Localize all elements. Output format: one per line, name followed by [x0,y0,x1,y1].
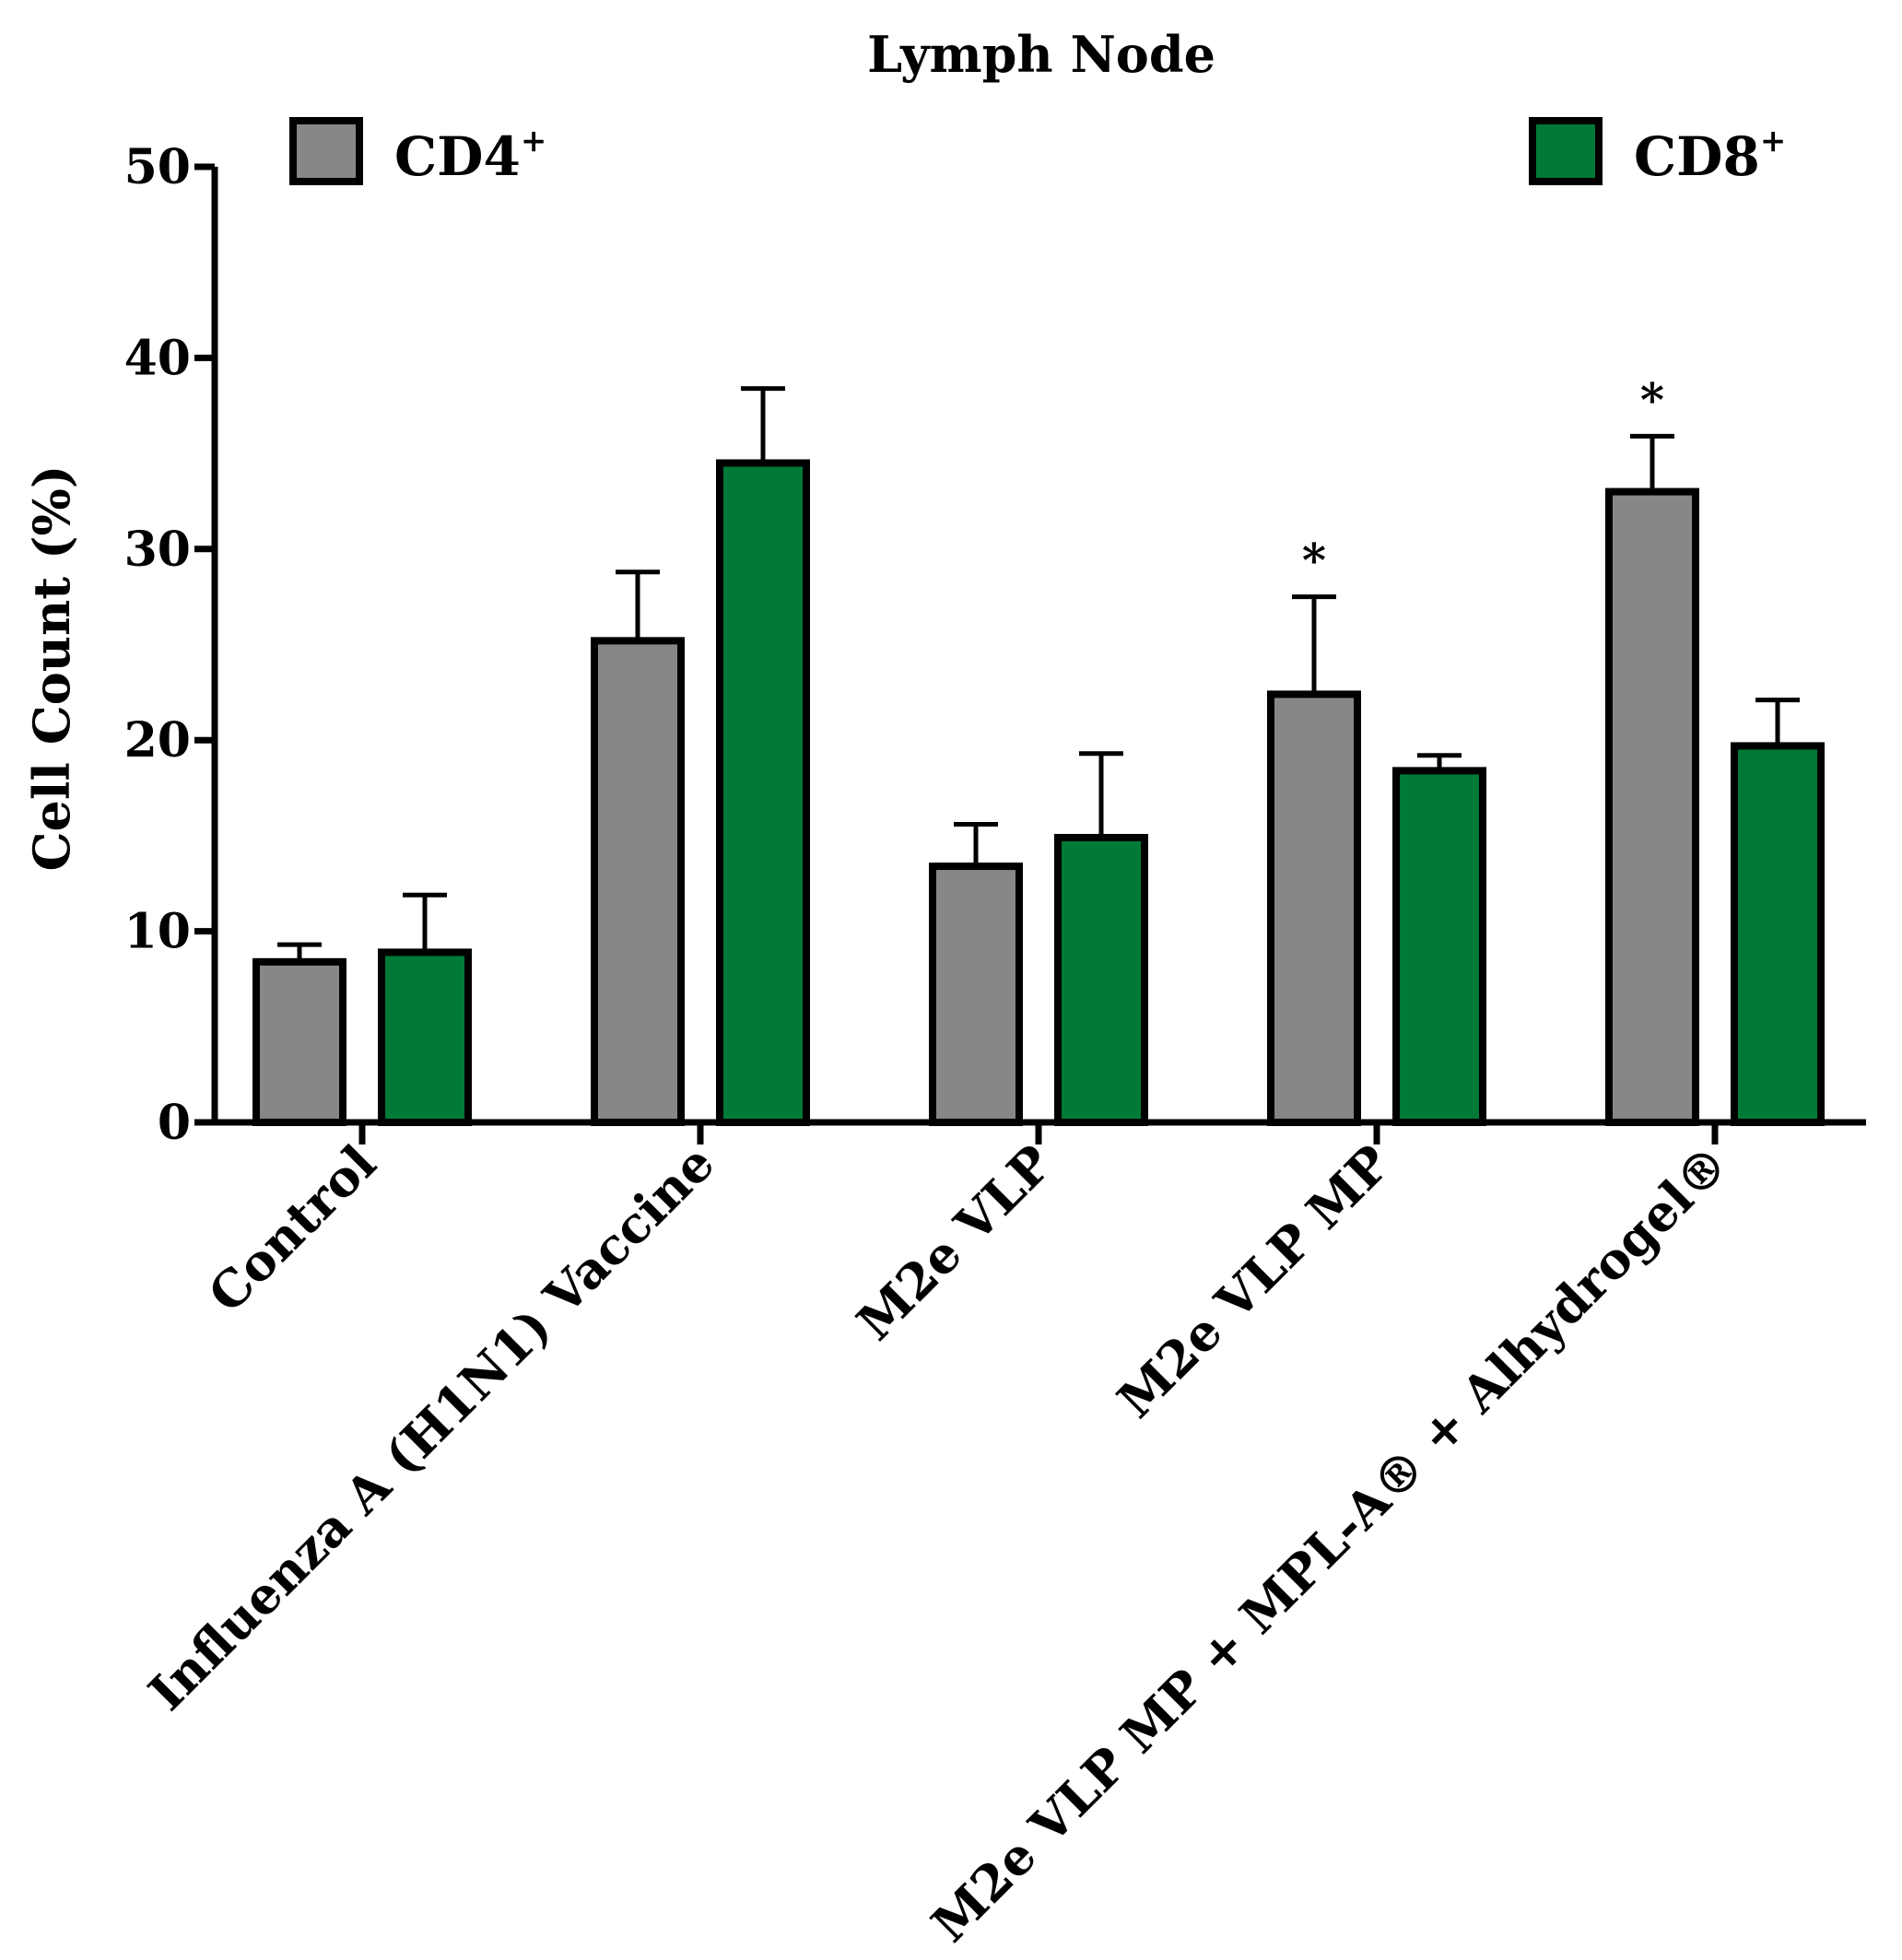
y-tick-label: 40 [124,330,191,386]
bar-cd8-3 [1392,767,1486,1126]
legend-series-name: CD4 [394,125,521,188]
significance-marker: * [1640,372,1664,427]
legend-swatch-cd4 [289,117,363,185]
chart-title: Lymph Node [867,25,1215,84]
y-tick-label: 30 [124,522,191,578]
legend-series-name: CD8 [1634,125,1760,188]
y-tick-label: 10 [124,904,191,960]
bar-cd8-1 [716,459,810,1127]
y-tick-label: 50 [124,139,191,195]
x-category-label: M2e VLP MP [1106,1133,1402,1429]
y-axis-label: Cell Count (%) [22,465,81,872]
bar-cd4-4 [1605,487,1699,1126]
x-category-label: Control [197,1133,388,1324]
legend-superscript: + [521,123,547,159]
x-category-label: M2e VLP MP + MPL-A® + Alhydrogel® [920,1133,1740,1954]
bar-cd4-0 [252,957,346,1127]
bar-cd4-1 [591,637,685,1126]
bar-cd8-4 [1731,742,1825,1126]
x-category-label: M2e VLP [845,1133,1063,1352]
bar-cd4-2 [929,863,1023,1126]
legend: CD4+ CD8+ [289,117,1786,188]
legend-label-cd4: CD4+ [394,123,546,188]
bar-cd8-2 [1054,833,1148,1126]
legend-swatch-cd8 [1529,117,1603,185]
axes: 0 10 20 30 40 50 [124,139,1866,1151]
x-category-label: Influenza A (H1N1) Vaccine [137,1133,726,1722]
bar-cd8-0 [378,948,472,1126]
significance-marker: * [1302,534,1326,588]
y-tick-label: 0 [158,1095,191,1151]
legend-superscript: + [1760,123,1787,159]
bars: ** [252,372,1825,1127]
legend-label-cd8: CD8+ [1634,123,1786,188]
y-tick-label: 20 [124,712,191,769]
bar-cd4-3 [1267,690,1361,1126]
